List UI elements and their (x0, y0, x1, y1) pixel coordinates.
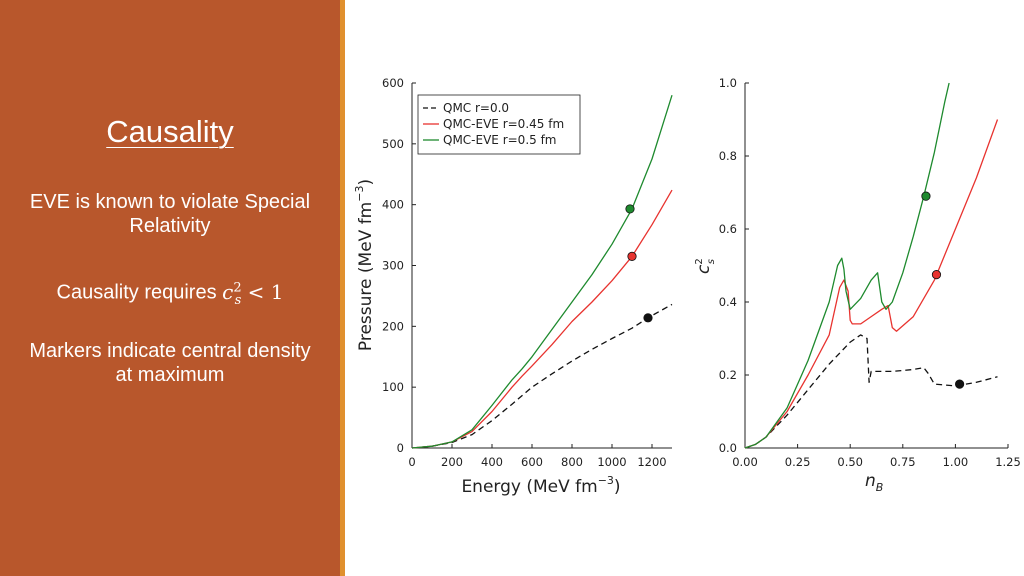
pressure-energy-chart: 0 200 400 600 800 1000 1200 0 100 200 300 400 500 600… (353, 76, 673, 497)
y-tick-label: 0.2 (719, 368, 737, 382)
x-tick-label: 0.00 (732, 455, 758, 469)
series-line-qmc (744, 334, 998, 449)
x-tick-label: 0.50 (837, 455, 863, 469)
x-tick-label: 1.00 (943, 455, 969, 469)
y-tick-label: 200 (382, 319, 404, 333)
x-tick-label: 800 (561, 455, 583, 469)
central-density-marker-eve05 (921, 191, 931, 201)
y-axis-label-cs2: c2s (694, 258, 717, 274)
x-tick-label: 1200 (637, 455, 666, 469)
charts-area: 0 200 400 600 800 1000 1200 0 100 200 300 400 500 600… (353, 76, 1021, 497)
x-tick-label: 0.25 (785, 455, 811, 469)
y-tick-label: 0.8 (719, 149, 737, 163)
x-tick-label: 200 (441, 455, 463, 469)
x-tick-label: 1000 (597, 455, 626, 469)
y-tick-label: 0.6 (719, 222, 737, 236)
bullet-markers: Markers indicate central density at maxi… (29, 340, 311, 386)
y-tick-label: 0.0 (719, 441, 737, 455)
x-axis-label: Energy (MeV fm−3) (461, 474, 620, 497)
y-tick-label: 500 (382, 137, 404, 151)
x-axis-label-nb: nB (865, 471, 883, 494)
y-tick-label: 100 (382, 380, 404, 394)
series-line-qmc (411, 303, 673, 449)
title-panel (0, 0, 340, 576)
x-tick-label: 600 (521, 455, 543, 469)
slide-title: Causality (106, 114, 234, 149)
central-density-marker-eve05 (625, 204, 635, 214)
central-density-marker-qmc (955, 379, 965, 389)
bullet-eve-violation: EVE is known to violate Special Relativi… (29, 191, 311, 237)
legend-label-qmc: QMC r=0.0 (443, 101, 509, 115)
legend-label-eve05: QMC-EVE r=0.5 fm (443, 133, 557, 147)
accent-divider (340, 0, 345, 576)
x-tick-label: 0.75 (890, 455, 916, 469)
central-density-marker-eve045 (627, 251, 637, 261)
y-tick-label: 0.4 (719, 295, 737, 309)
x-tick-label: 400 (481, 455, 503, 469)
series-line-eve045 (744, 119, 999, 449)
causality-condition: c2s < 1 (222, 279, 284, 308)
y-tick-label: 600 (382, 76, 404, 90)
y-tick-label: 1.0 (719, 76, 737, 90)
series-line-eve05 (744, 82, 950, 449)
bullet-causality: Causality requires c2s < 1 (20, 276, 320, 313)
series-line-eve05 (411, 95, 673, 449)
x-tick-label: 1.25 (995, 455, 1021, 469)
legend-label-eve045: QMC-EVE r=0.45 fm (443, 117, 564, 131)
legend-box (417, 94, 581, 155)
y-axis-label: Pressure (MeV fm−3) (353, 179, 376, 351)
x-tick-label: 0 (408, 455, 415, 469)
series-line-eve045 (411, 189, 673, 449)
sound-speed-chart: 0.00 0.25 0.50 0.75 1.00 1.25 0.0 0.2 0.4 0.6 0.8 1… (694, 76, 1021, 494)
causality-text: Causality requires (56, 281, 223, 304)
y-tick-label: 400 (382, 198, 404, 212)
central-density-marker-eve045 (931, 270, 942, 280)
y-tick-label: 300 (382, 259, 404, 273)
legend: QMC r=0.0 QMC-EVE r=0.45 fm QMC-EVE r=0.… (417, 94, 581, 155)
central-density-marker-qmc (643, 313, 653, 323)
y-tick-label: 0 (397, 441, 404, 455)
